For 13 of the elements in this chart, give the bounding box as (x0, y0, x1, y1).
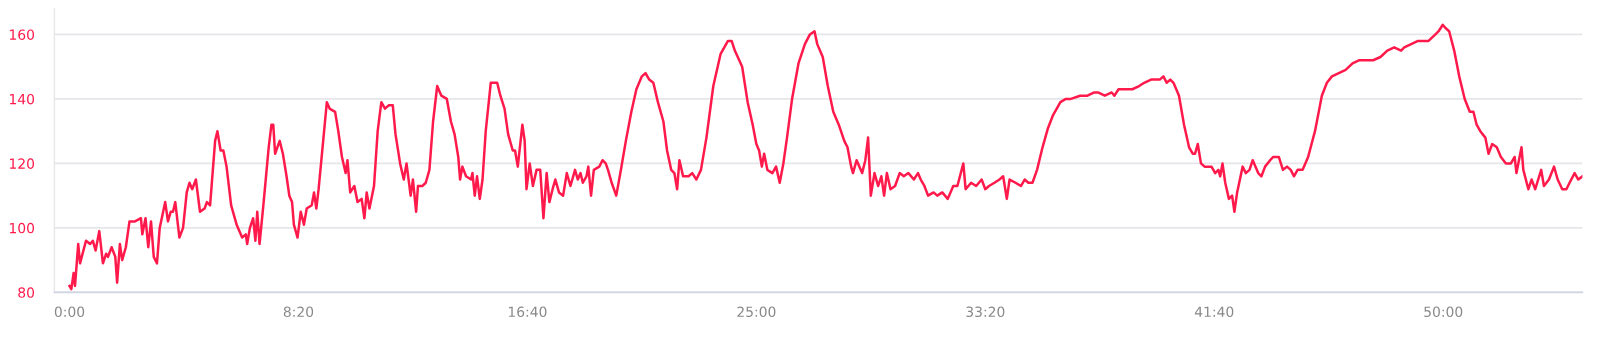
x-tick-label: 41:40 (1194, 306, 1234, 318)
line-series (68, 23, 1583, 291)
y-tick-label: 120 (9, 158, 35, 169)
x-tick-label: 25:00 (737, 306, 776, 318)
y-tick-label: 80 (18, 287, 35, 298)
x-tick-label: 33:20 (966, 306, 1005, 318)
y-tick-label: 160 (9, 29, 35, 40)
x-tick-label: 16:40 (508, 306, 547, 318)
y-tick-label: 140 (9, 93, 35, 105)
y-tick-label: 100 (9, 222, 35, 234)
x-tick-label: 50:00 (1424, 306, 1463, 318)
x-tick-label: 0:00 (54, 306, 85, 318)
x-tick-label: 8:20 (283, 306, 314, 318)
